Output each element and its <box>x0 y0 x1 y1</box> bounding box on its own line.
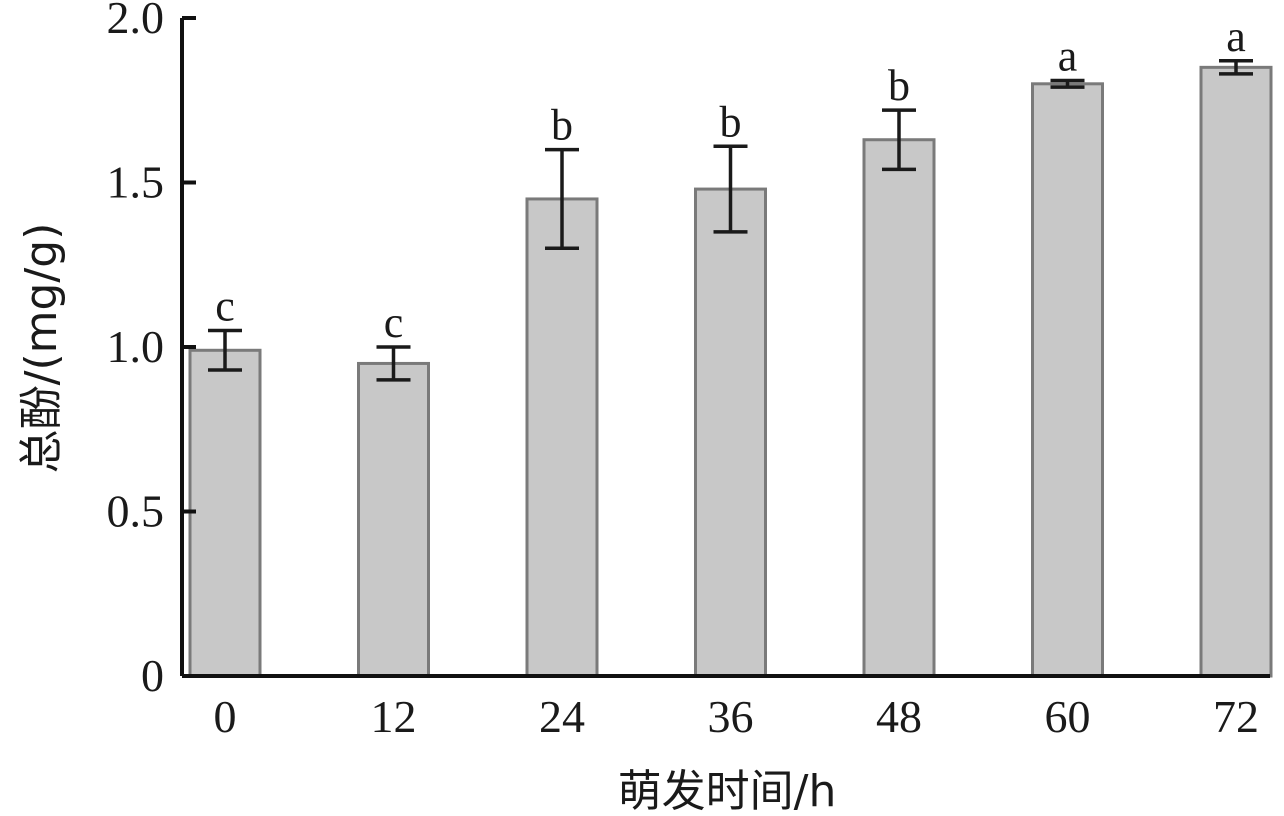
significance-label-36: b <box>720 97 742 146</box>
y-tick-label: 0.5 <box>107 486 165 537</box>
bar-12 <box>357 361 430 678</box>
significance-label-24: b <box>551 101 573 150</box>
error-bar-72 <box>1219 59 1253 76</box>
x-tick-label-48: 48 <box>876 691 922 742</box>
x-tick-label-60: 60 <box>1045 691 1091 742</box>
y-ticks-group: 0 0.5 1.0 1.5 2.0 <box>107 0 196 701</box>
y-tick-label: 0 <box>141 650 164 701</box>
y-tick-label: 2.0 <box>107 0 165 43</box>
bar-24 <box>525 197 599 678</box>
error-bars-group <box>208 59 1253 382</box>
bar-60 <box>1031 82 1104 678</box>
significance-label-12: c <box>384 298 404 347</box>
y-tick-label: 1.5 <box>107 157 165 208</box>
error-bar-0 <box>208 328 242 372</box>
significance-label-0: c <box>215 282 235 331</box>
bar-0 <box>188 348 262 678</box>
significance-label-72: a <box>1226 12 1246 61</box>
x-tick-label-24: 24 <box>539 691 585 742</box>
x-tick-label-36: 36 <box>708 691 754 742</box>
bar-48 <box>862 138 936 678</box>
error-bar-36 <box>713 144 748 234</box>
y-tick-label: 1.0 <box>107 321 165 372</box>
x-tick-label-0: 0 <box>214 691 237 742</box>
y-axis-title: 总酚/(mg/g) <box>16 223 67 474</box>
significance-label-60: a <box>1058 32 1078 81</box>
x-axis-title: 萌发时间/h <box>618 766 837 816</box>
x-tick-label-72: 72 <box>1213 691 1259 742</box>
error-bar-60 <box>1050 78 1085 89</box>
error-bar-12 <box>376 345 411 382</box>
bar-72 <box>1199 65 1273 678</box>
x-tick-label-12: 12 <box>371 691 417 742</box>
x-ticks-group: 0 12 24 36 48 60 72 <box>214 691 1260 742</box>
error-bar-48 <box>882 108 916 172</box>
significance-labels-group: c c b b b a a <box>215 12 1246 347</box>
bar-36 <box>694 187 767 678</box>
significance-label-48: b <box>888 61 910 110</box>
error-bar-24 <box>545 147 579 251</box>
